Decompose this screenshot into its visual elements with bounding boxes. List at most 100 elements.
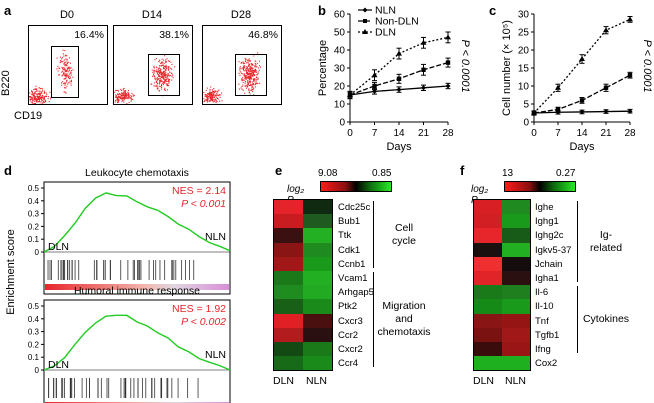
flow-dot	[253, 80, 255, 82]
panel-a-ylabel: B220	[0, 70, 12, 96]
flow-dot	[238, 88, 240, 90]
flow-dot	[243, 79, 245, 81]
flow-dot	[160, 77, 162, 79]
flow-dot	[158, 70, 160, 72]
flow-dot	[208, 96, 210, 98]
flow-dot	[248, 60, 250, 62]
flow-dot	[63, 87, 65, 89]
flow-dot	[247, 74, 249, 76]
flow-dot	[245, 73, 247, 75]
flow-dot	[164, 74, 166, 76]
legend-label: NLN	[375, 5, 396, 17]
heatmap-cell	[303, 242, 332, 257]
flow-dot	[122, 98, 124, 100]
flow-dot	[132, 95, 134, 97]
flow-dot	[250, 64, 252, 66]
heatmap-cell	[474, 313, 502, 328]
flow-dot	[38, 96, 40, 98]
flow-dot	[124, 96, 126, 98]
flow-dot	[127, 96, 129, 98]
flow-dot	[31, 97, 33, 99]
flow-dot	[160, 62, 162, 64]
heatmap-cell	[474, 200, 502, 215]
flow-dot	[256, 76, 258, 78]
flow-dot	[164, 89, 166, 91]
flow-dot	[163, 59, 165, 61]
flow-dot	[246, 78, 248, 80]
gene-label: Cdc25c	[338, 202, 371, 213]
flow-dot	[254, 79, 256, 81]
flow-dot	[251, 70, 253, 72]
flow-dot	[125, 97, 127, 99]
flow-dot	[246, 68, 248, 70]
flow-dot	[247, 83, 249, 85]
gsea-title: Humoral immune response	[74, 285, 200, 297]
flow-dot	[40, 93, 42, 95]
flow-dot	[216, 94, 218, 96]
flow-dot	[252, 89, 254, 91]
y-tick-label: 5	[523, 100, 529, 111]
column-label: NLN	[505, 375, 527, 388]
column-label: NLN	[306, 375, 328, 388]
gene-label: Cox2	[535, 358, 558, 370]
flow-dot	[64, 83, 66, 85]
flow-dot	[238, 83, 240, 85]
flow-dot	[124, 94, 126, 96]
flow-dot	[117, 97, 119, 99]
flow-dot	[246, 72, 248, 74]
flow-dot	[118, 100, 120, 102]
nes-value: NES = 1.92	[172, 303, 226, 315]
flow-dot	[36, 89, 38, 91]
flow-plot-d14: 38.1%	[113, 25, 193, 105]
x-tick-label: 14	[393, 128, 405, 139]
flow-dot	[31, 102, 33, 104]
flow-dot	[207, 97, 209, 99]
flow-dot	[157, 75, 159, 77]
flow-dot	[61, 66, 63, 68]
flow-dot	[167, 74, 169, 76]
flow-dot	[32, 100, 34, 102]
flow-dot	[253, 94, 255, 96]
flow-dot	[64, 69, 66, 71]
flow-dot	[242, 62, 244, 64]
flow-dot	[158, 61, 160, 63]
flow-dot	[209, 100, 211, 102]
gene-label: Arhgap5	[338, 287, 374, 299]
flow-dot	[172, 74, 174, 76]
flow-dot	[257, 74, 259, 76]
flow-dot	[249, 67, 251, 69]
flow-dot	[64, 50, 66, 52]
flow-dot	[150, 83, 152, 85]
flow-dot	[127, 98, 129, 100]
heatmap-cell	[474, 256, 502, 271]
flow-dot	[154, 82, 156, 84]
flow-dot	[42, 95, 44, 97]
flow-dot	[211, 94, 213, 96]
flow-dot	[37, 95, 39, 97]
flow-dot	[161, 84, 163, 86]
flow-dot	[253, 78, 255, 80]
heatmap-cell	[274, 313, 303, 328]
gene-label: Ifng	[535, 344, 551, 355]
flow-dot	[159, 67, 161, 69]
color-scale-bar	[320, 181, 392, 192]
data-point	[555, 84, 561, 90]
flow-dot	[252, 64, 254, 66]
flow-dot	[241, 73, 243, 75]
flow-dot	[253, 74, 255, 76]
flow-dot	[242, 79, 244, 81]
legend-label: Non-DLN	[375, 16, 419, 28]
flow-dot	[156, 71, 158, 73]
flow-dot	[122, 99, 124, 101]
heatmap-cell	[303, 228, 332, 243]
flow-dot	[153, 76, 155, 78]
flow-dot	[250, 75, 252, 77]
heatmap-cell	[303, 342, 332, 357]
flow-dot	[156, 71, 158, 73]
flow-dot	[120, 98, 122, 100]
flow-dot	[35, 85, 37, 87]
flow-dot	[242, 67, 244, 69]
flow-dot	[210, 98, 212, 100]
flow-dot	[155, 80, 157, 82]
flow-dot	[70, 67, 72, 69]
